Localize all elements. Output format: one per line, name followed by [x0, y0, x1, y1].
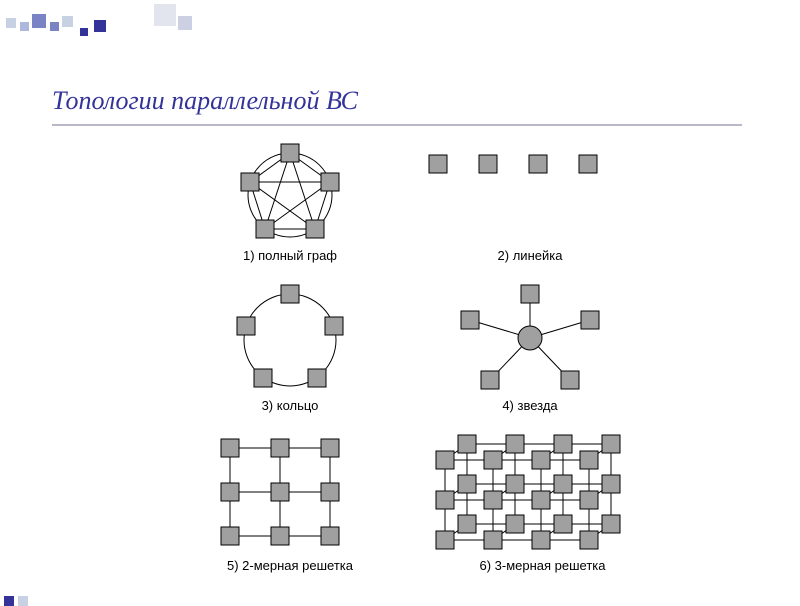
node — [306, 220, 324, 238]
topology-1-label: 1) полный граф — [190, 248, 390, 263]
decor-square — [32, 14, 46, 28]
node — [281, 285, 299, 303]
node — [554, 515, 572, 533]
node — [321, 483, 339, 501]
topology-5-svg — [180, 430, 400, 555]
topology-5: 5) 2-мерная решетка — [180, 430, 400, 580]
node — [436, 531, 454, 549]
node — [271, 439, 289, 457]
topology-5-label: 5) 2-мерная решетка — [180, 558, 400, 573]
decor-square — [50, 22, 59, 31]
node — [321, 527, 339, 545]
node — [458, 475, 476, 493]
node — [281, 144, 299, 162]
node — [237, 317, 255, 335]
node — [221, 483, 239, 501]
node — [484, 451, 502, 469]
decor-square — [178, 16, 192, 30]
node — [479, 155, 497, 173]
decor-square — [62, 16, 73, 27]
node — [554, 435, 572, 453]
node — [256, 220, 274, 238]
topology-4-svg — [420, 280, 640, 395]
topology-3-label: 3) кольцо — [190, 398, 390, 413]
node — [506, 435, 524, 453]
node — [602, 475, 620, 493]
topology-2: 2) линейка — [420, 140, 640, 270]
node — [308, 369, 326, 387]
topology-1: 1) полный граф — [190, 140, 390, 270]
node — [521, 285, 539, 303]
decor-square — [80, 28, 88, 36]
diagram-grid: 1) полный граф 2) линейка 3) кольцо 4) звез… — [160, 140, 680, 580]
node — [580, 491, 598, 509]
topology-3-svg — [190, 280, 390, 395]
node — [254, 369, 272, 387]
topology-4: 4) звезда — [420, 280, 640, 420]
page-title: Топологии параллельной ВС — [52, 86, 358, 116]
node — [321, 173, 339, 191]
node — [325, 317, 343, 335]
decor-square — [6, 18, 16, 28]
topology-2-svg — [420, 140, 640, 200]
node — [221, 439, 239, 457]
node — [602, 435, 620, 453]
node — [532, 491, 550, 509]
topology-2-label: 2) линейка — [420, 248, 640, 263]
node — [436, 451, 454, 469]
node — [241, 173, 259, 191]
decor-square — [154, 4, 176, 26]
node — [321, 439, 339, 457]
node — [579, 155, 597, 173]
node — [506, 475, 524, 493]
node — [532, 451, 550, 469]
node — [481, 371, 499, 389]
node — [461, 311, 479, 329]
node — [271, 527, 289, 545]
topology-6: 6) 3-мерная решетка — [415, 430, 670, 580]
node — [484, 491, 502, 509]
node — [458, 515, 476, 533]
decor-square — [20, 22, 29, 31]
topology-6-svg — [415, 430, 670, 555]
node — [429, 155, 447, 173]
node — [271, 483, 289, 501]
node — [529, 155, 547, 173]
node — [532, 531, 550, 549]
node — [554, 475, 572, 493]
topology-6-label: 6) 3-мерная решетка — [415, 558, 670, 573]
decor-square — [18, 596, 28, 606]
topology-4-label: 4) звезда — [420, 398, 640, 413]
decor-square — [4, 596, 14, 606]
title-underline — [52, 124, 742, 126]
node — [580, 451, 598, 469]
node — [581, 311, 599, 329]
node — [458, 435, 476, 453]
topology-3: 3) кольцо — [190, 280, 390, 420]
node — [602, 515, 620, 533]
node — [506, 515, 524, 533]
decor-square — [94, 20, 106, 32]
node — [436, 491, 454, 509]
node — [580, 531, 598, 549]
topology-1-svg — [190, 140, 390, 245]
node — [221, 527, 239, 545]
node — [561, 371, 579, 389]
node — [484, 531, 502, 549]
